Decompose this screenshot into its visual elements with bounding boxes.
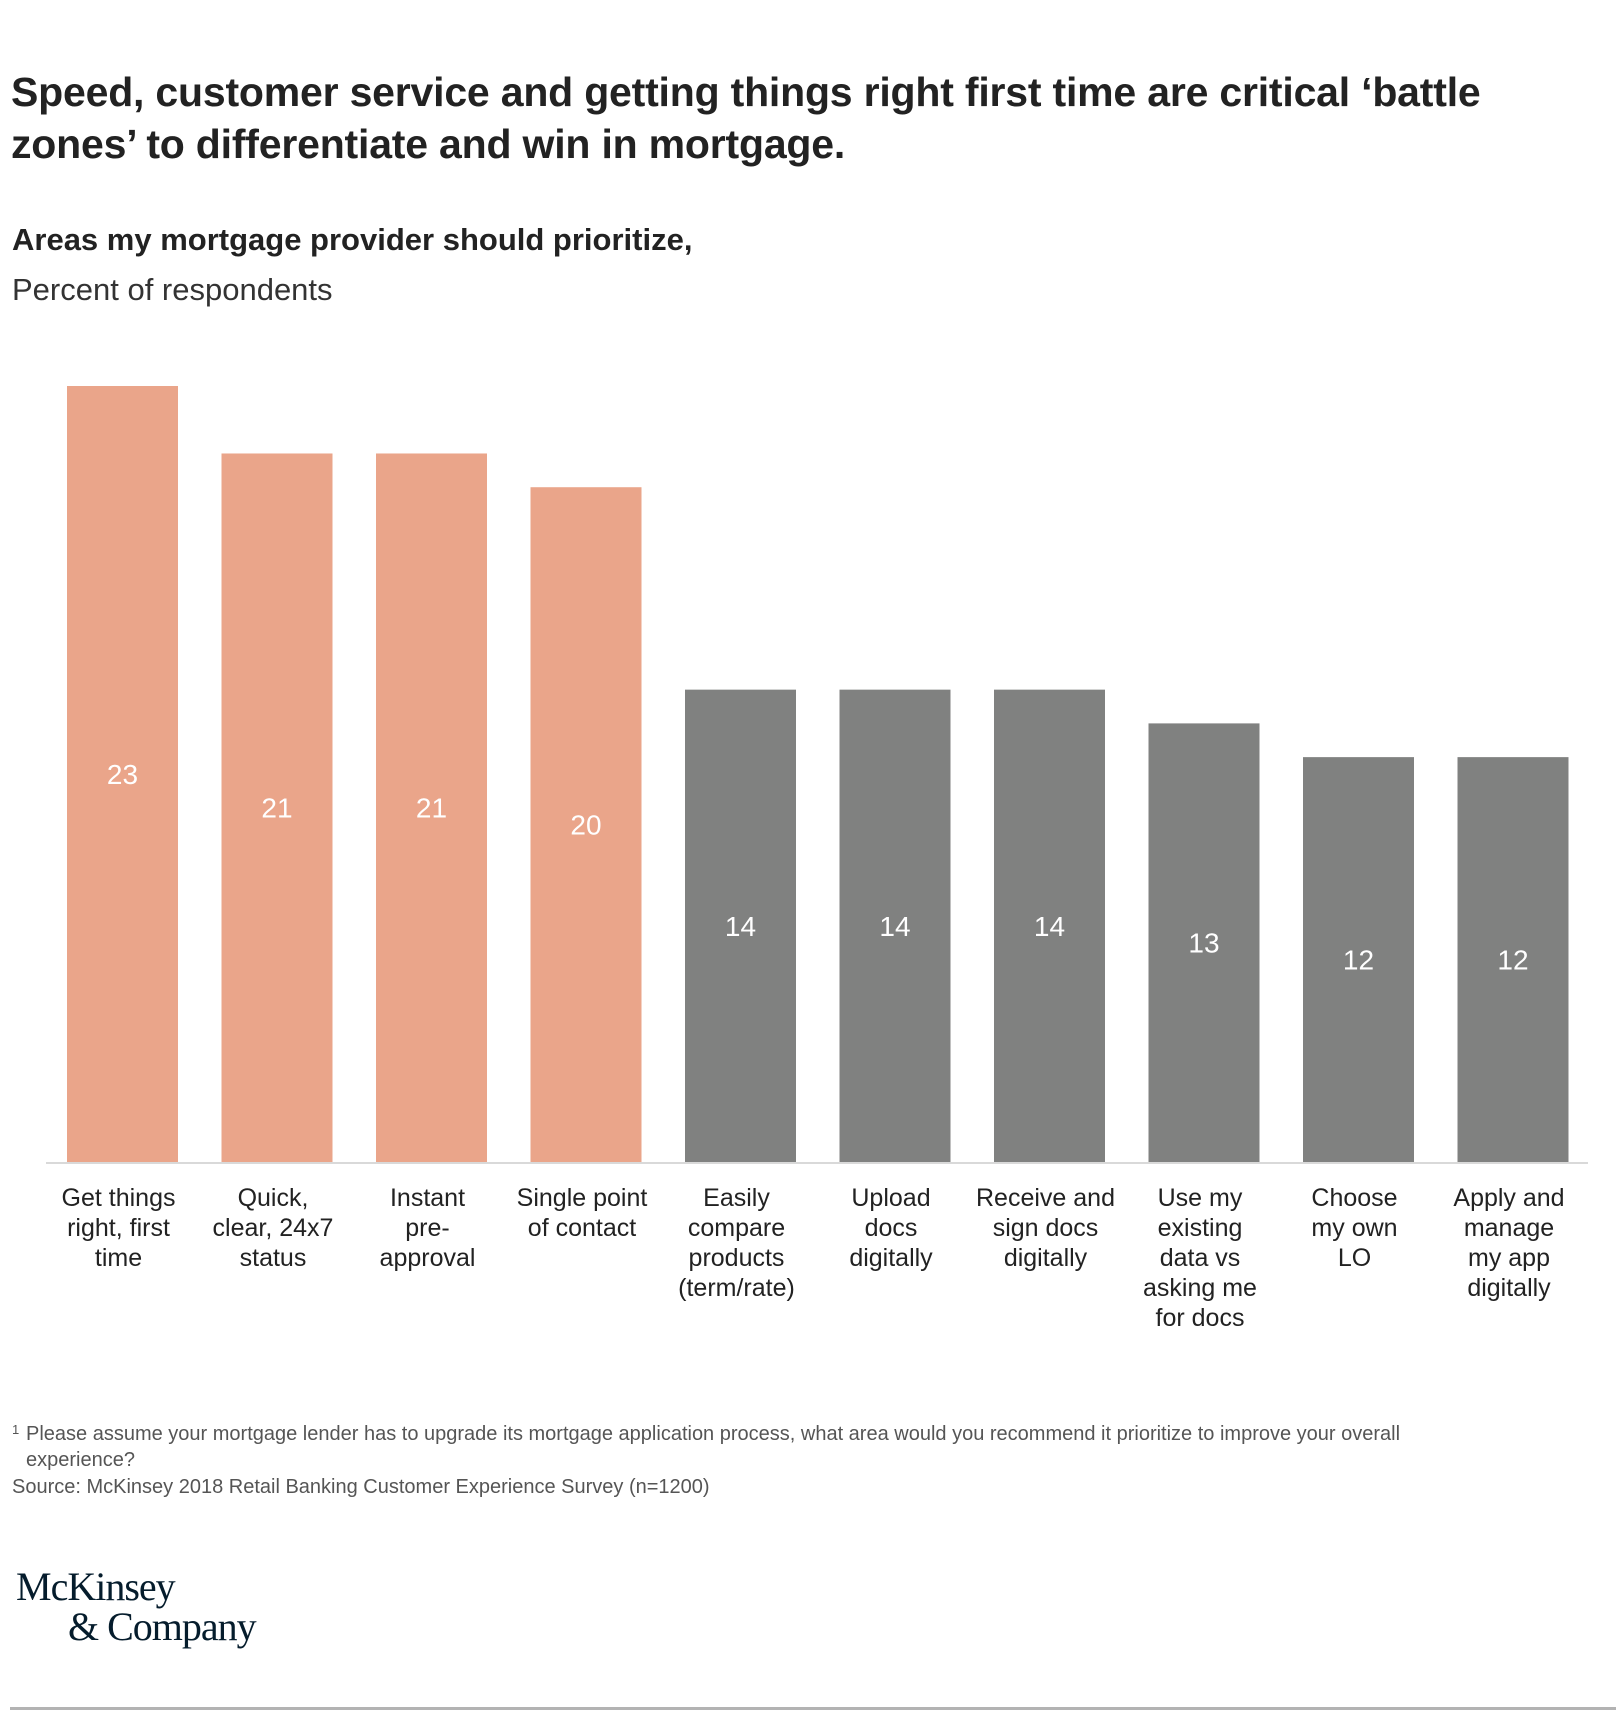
category-labels-group: Get things right, first time Quick, clear, 2… bbox=[62, 1184, 1565, 1332]
value-labels-group: 23 21 21 20 14 14 14 13 12 12 bbox=[107, 759, 1529, 976]
category-label: Receive and sign docs digitally bbox=[976, 1184, 1115, 1272]
category-label-line: my own bbox=[1311, 1214, 1397, 1242]
category-label-line: digitally bbox=[1004, 1244, 1088, 1272]
bar-value-label: 12 bbox=[1343, 945, 1374, 976]
category-label-line: clear, 24x7 bbox=[213, 1214, 334, 1242]
bar-4 bbox=[530, 487, 642, 1162]
bars-group bbox=[67, 386, 1569, 1162]
category-label: Use my existing data vs asking me for docs bbox=[1143, 1184, 1257, 1332]
bar-8 bbox=[1148, 723, 1260, 1162]
category-label-line: Quick, bbox=[238, 1184, 309, 1212]
footnote-question: 1 Please assume your mortgage lender has… bbox=[12, 1421, 1572, 1473]
category-label-line: time bbox=[95, 1244, 142, 1272]
category-label-line: sign docs bbox=[993, 1214, 1099, 1242]
category-label: Get things right, first time bbox=[62, 1184, 176, 1272]
bar-value-label: 14 bbox=[725, 911, 756, 942]
category-label-line: manage bbox=[1464, 1214, 1554, 1242]
category-label-line: Choose bbox=[1311, 1184, 1397, 1212]
bar-chart: 23 21 21 20 14 14 14 13 12 12 Get things right, fi… bbox=[46, 386, 1588, 1332]
category-label-line: right, first bbox=[67, 1214, 170, 1242]
category-label-line: Get things bbox=[62, 1184, 176, 1212]
category-label-line: Single point bbox=[517, 1184, 648, 1212]
category-label-line: of contact bbox=[528, 1214, 636, 1242]
footnote-text-line1: Please assume your mortgage lender has t… bbox=[26, 1423, 1401, 1445]
category-label-line: docs bbox=[865, 1214, 918, 1242]
category-label-line: approval bbox=[380, 1244, 476, 1272]
category-label: Upload docs digitally bbox=[849, 1184, 933, 1272]
category-label-line: status bbox=[240, 1244, 307, 1272]
bar-value-label: 23 bbox=[107, 759, 138, 790]
chart-unit-label: Percent of respondents bbox=[12, 272, 333, 307]
bar-value-label: 20 bbox=[570, 810, 601, 841]
category-label-line: digitally bbox=[849, 1244, 933, 1272]
bar-value-label: 12 bbox=[1497, 945, 1528, 976]
category-label-line: Instant bbox=[390, 1184, 465, 1212]
logo-line1: McKinsey bbox=[16, 1564, 176, 1609]
category-label-line: asking me bbox=[1143, 1274, 1257, 1302]
category-label-line: my app bbox=[1468, 1244, 1550, 1272]
bar-3 bbox=[376, 453, 487, 1162]
chart-subtitle: Areas my mortgage provider should priori… bbox=[12, 222, 693, 257]
category-label: Easily compare products (term/rate) bbox=[678, 1184, 795, 1302]
category-label-line: for docs bbox=[1156, 1304, 1245, 1332]
category-label-line: existing bbox=[1158, 1214, 1243, 1242]
bar-9 bbox=[1303, 757, 1414, 1162]
bar-2 bbox=[221, 453, 333, 1162]
category-label: Choose my own LO bbox=[1311, 1184, 1397, 1272]
mckinsey-logo: McKinsey & Company bbox=[16, 1564, 257, 1649]
category-label-line: Apply and bbox=[1453, 1184, 1564, 1212]
bar-value-label: 21 bbox=[416, 793, 447, 824]
category-label-line: LO bbox=[1338, 1244, 1371, 1272]
category-label: Instant pre-approval bbox=[380, 1184, 476, 1272]
bar-6 bbox=[839, 689, 951, 1162]
source-note: Source: McKinsey 2018 Retail Banking Cus… bbox=[12, 1476, 710, 1498]
bar-value-label: 21 bbox=[261, 793, 292, 824]
bar-1 bbox=[67, 386, 178, 1162]
chart-title: Speed, customer service and getting thin… bbox=[11, 69, 1481, 167]
category-label-line: products bbox=[689, 1244, 785, 1272]
category-label-line: digitally bbox=[1467, 1274, 1551, 1302]
footnote-text-line2: experience? bbox=[26, 1449, 135, 1471]
category-label: Quick, clear, 24x7 status bbox=[213, 1184, 334, 1272]
bottom-divider bbox=[10, 1707, 1616, 1710]
bar-value-label: 14 bbox=[1034, 911, 1065, 942]
category-label-line: (term/rate) bbox=[678, 1274, 795, 1302]
category-label-line: Receive and bbox=[976, 1184, 1115, 1212]
bar-10 bbox=[1457, 757, 1569, 1162]
category-label-line: Use my bbox=[1158, 1184, 1243, 1212]
bar-value-label: 14 bbox=[879, 911, 910, 942]
footnote: 1 Please assume your mortgage lender has… bbox=[12, 1421, 1572, 1500]
category-label: Single point of contact bbox=[517, 1184, 648, 1242]
category-label-line: compare bbox=[688, 1214, 785, 1242]
footnote-marker: 1 bbox=[12, 1422, 20, 1437]
category-label-line: Upload bbox=[851, 1184, 930, 1212]
category-label-line: data vs bbox=[1160, 1244, 1241, 1272]
bar-value-label: 13 bbox=[1188, 928, 1219, 959]
category-label-line: pre- bbox=[405, 1214, 449, 1242]
category-label: Apply and manage my app digitally bbox=[1453, 1184, 1564, 1302]
bar-5 bbox=[685, 689, 796, 1162]
logo-line2: & Company bbox=[68, 1604, 257, 1649]
category-label-line: Easily bbox=[703, 1184, 770, 1212]
bar-7 bbox=[994, 689, 1105, 1162]
